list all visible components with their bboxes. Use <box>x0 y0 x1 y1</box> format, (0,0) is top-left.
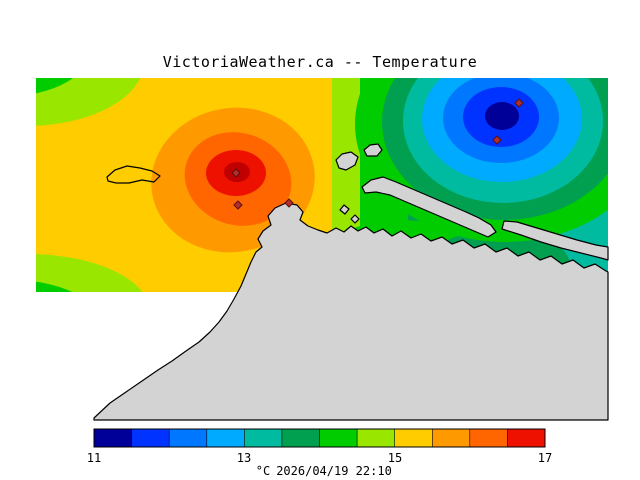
contour-corner-bottomleft-yellowgreen <box>36 254 143 292</box>
station-markers <box>231 98 524 210</box>
islet-a <box>339 204 350 215</box>
colorbar-unit: °C <box>256 464 270 478</box>
colorbar-segment <box>507 428 546 448</box>
colorbar-segment <box>281 428 321 448</box>
station-marker <box>514 98 524 108</box>
colorbar-segment <box>131 428 170 448</box>
colorbar-tick: 15 <box>388 451 402 465</box>
station-marker <box>233 200 243 210</box>
contour-corner-topleft-green <box>36 78 74 94</box>
colorbar-segment <box>168 428 208 448</box>
figure-title: VictoriaWeather.ca -- Temperature <box>163 53 478 71</box>
land-masses <box>93 143 609 421</box>
colorbar-segment <box>93 428 133 448</box>
colorbar-datetime: 2026/04/19 22:10 <box>276 464 392 478</box>
contour-corner-topleft-yellowgreen <box>36 78 141 126</box>
colorbar-segment <box>206 428 246 448</box>
island-chain-east <box>501 220 609 261</box>
small-island-a <box>335 151 359 171</box>
station-marker <box>231 168 241 178</box>
colorbar-segment <box>469 428 509 448</box>
colorbar-tick: 13 <box>237 451 251 465</box>
colorbar-segment <box>319 428 358 448</box>
cold-core-navy <box>485 102 519 130</box>
colorbar-tick: 17 <box>538 451 552 465</box>
islet-b <box>350 214 360 224</box>
colorbar-segment <box>244 428 283 448</box>
colorbar-segment <box>356 428 396 448</box>
colorbar-frame <box>93 428 546 448</box>
lake-outline <box>106 165 161 184</box>
island-chain-main <box>361 176 497 238</box>
mainland-south <box>93 202 609 421</box>
small-island-b <box>363 143 383 157</box>
station-marker <box>284 198 294 208</box>
colorbar-segment <box>431 428 471 448</box>
colorbar-tick: 11 <box>87 451 101 465</box>
contour-corner-bottomleft-green <box>36 281 73 292</box>
station-marker <box>492 135 502 145</box>
colorbar: 11 13 15 17 °C 2026/04/19 22:10 <box>87 428 552 478</box>
colorbar-segment <box>394 428 434 448</box>
